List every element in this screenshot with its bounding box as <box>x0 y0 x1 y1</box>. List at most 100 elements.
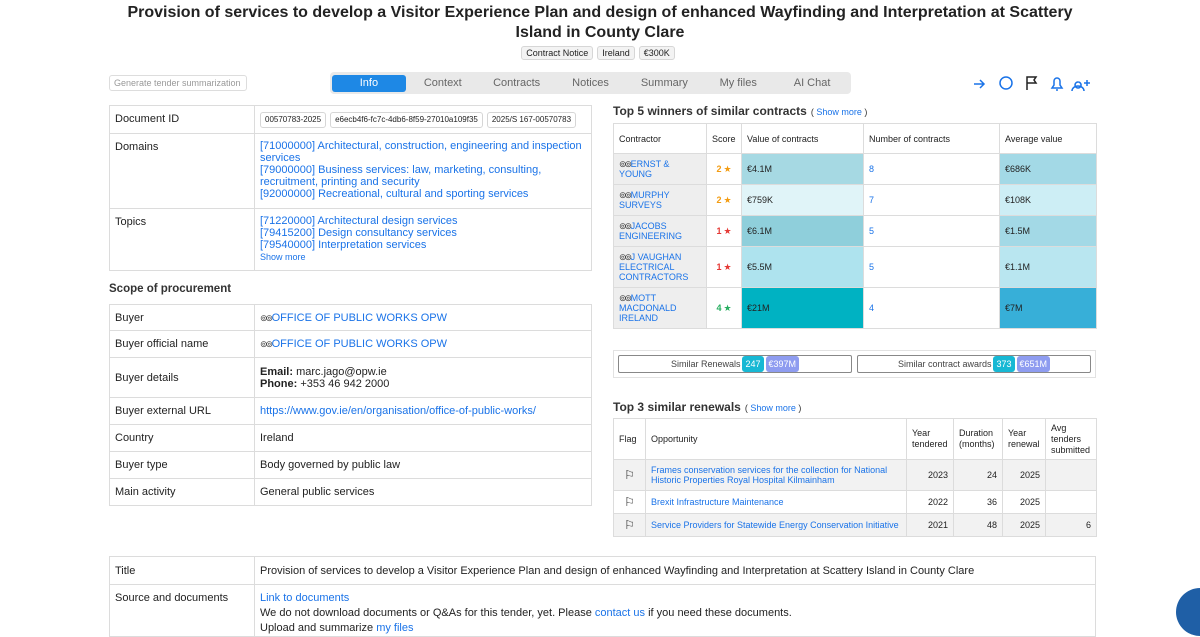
add-user-icon[interactable] <box>1071 80 1090 92</box>
renewals-heading: Top 3 similar renewals( Show more ) <box>613 400 1093 414</box>
email: marc.jago@opw.ie <box>296 365 387 378</box>
contractor-link[interactable]: ERNST & YOUNG <box>619 159 701 179</box>
column-header: Avg tenders submitted <box>1045 418 1097 460</box>
summarize-button[interactable]: Generate tender summarization <box>109 75 247 91</box>
row-label: Buyer details <box>109 357 255 398</box>
tab[interactable]: Summary <box>640 76 688 89</box>
tab[interactable]: My files <box>719 76 757 89</box>
url-link[interactable]: https://www.gov.ie/en/organisation/offic… <box>260 405 536 417</box>
renewal-number: 2025 <box>1002 513 1046 537</box>
row-label: Topics <box>109 208 255 271</box>
bottom-row: Title Provision of services to develop a … <box>109 556 1096 585</box>
row-label: Main activity <box>109 478 255 506</box>
documents-link[interactable]: Link to documents <box>260 592 350 604</box>
column-header: Duration (months) <box>953 418 1003 460</box>
column-header: Flag <box>613 418 646 460</box>
tag-chip: Contract Notice <box>521 46 594 60</box>
show-more-wrap: ( Show more ) <box>744 403 802 413</box>
doc-id-chip: 2025/S 167-00570783 <box>486 112 577 128</box>
bottom-wrap: Title Provision of services to develop a … <box>109 556 1096 637</box>
similar-value: €397M <box>765 356 800 372</box>
tab[interactable]: Contracts <box>493 76 541 89</box>
header-row: Contractor Score Value of contracts Number … <box>613 123 1097 154</box>
winners-table: Contractor Score Value of contracts Number … <box>613 123 1097 329</box>
notice-text: We do not download documents or Q&As for… <box>260 607 592 619</box>
row-label: Buyer official name <box>109 330 255 358</box>
share-icon[interactable] <box>974 79 986 89</box>
comment-icon[interactable] <box>999 76 1013 90</box>
flag-cell[interactable]: ⚐ <box>613 459 646 491</box>
column-header: Opportunity <box>645 418 907 460</box>
contractor-link[interactable]: MOTT MACDONALD IRELAND <box>619 293 701 323</box>
row-value: 00570783-2025 e6ecb4f6-fc7c-4db6-8f59-270… <box>254 105 592 134</box>
score-star: ★ <box>723 163 732 174</box>
code-link[interactable]: [71000000] Architectural, construction, … <box>260 140 582 164</box>
buyer-link[interactable]: OFFICE OF PUBLIC WORKS OPW <box>260 312 447 324</box>
score: 1 ★ <box>706 246 742 288</box>
tab[interactable]: Notices <box>572 76 609 89</box>
scope-row: Buyer external URL https://www.gov.ie/en/… <box>109 397 592 425</box>
buyer-link[interactable]: OFFICE OF PUBLIC WORKS OPW <box>260 338 447 350</box>
contractor-link[interactable]: MURPHY SURVEYS <box>619 190 701 210</box>
code-link[interactable]: [79540000] Interpretation services <box>260 239 427 251</box>
code-link[interactable]: [71220000] Architectural design services <box>260 215 458 227</box>
chat-bubble[interactable] <box>1176 588 1200 636</box>
flag-cell[interactable]: ⚐ <box>613 513 646 537</box>
score-value: 2 <box>716 163 722 174</box>
contact-link[interactable]: contact us <box>594 607 646 619</box>
score-star: ★ <box>723 302 732 313</box>
score: 2 ★ <box>706 153 742 185</box>
score-star: ★ <box>723 225 732 236</box>
section-heading: Scope of procurement <box>109 283 232 295</box>
flag-cell[interactable]: ⚐ <box>613 490 646 514</box>
row-label: Country <box>109 424 255 452</box>
contractor-link[interactable]: JACOBS ENGINEERING <box>619 221 701 241</box>
flag-icon[interactable] <box>1026 76 1038 90</box>
contractor: ERNST & YOUNG <box>613 153 707 185</box>
code-link[interactable]: [92000000] Recreational, cultural and sp… <box>260 188 529 200</box>
opportunity[interactable]: Brexit Infrastructure Maintenance <box>645 490 907 514</box>
code-link[interactable]: [79415200] Design consultancy services <box>260 227 457 239</box>
row-value: Ireland <box>254 424 592 452</box>
code-link[interactable]: [79000000] Business services: law, marke… <box>260 164 542 188</box>
show-more[interactable]: Show more <box>750 403 796 413</box>
contractor-link[interactable]: J VAUGHAN ELECTRICAL CONTRACTORS <box>619 252 701 282</box>
average-cell: €1.5M <box>999 215 1097 247</box>
details-row: Document ID 00570783-2025 e6ecb4f6-fc7c-4d… <box>109 105 592 134</box>
bell-icon[interactable] <box>1050 77 1064 91</box>
similar-value: €651M <box>1016 356 1051 372</box>
show-more[interactable]: Show more <box>816 107 862 117</box>
upload-text: Upload and summarize <box>260 622 374 634</box>
files-link[interactable]: my files <box>376 622 414 634</box>
action-icons <box>974 76 1090 92</box>
value-text: Body governed by public law <box>260 459 401 471</box>
opportunity[interactable]: Frames conservation services for the col… <box>645 459 907 491</box>
tab[interactable]: Info <box>332 74 406 92</box>
contractor: MURPHY SURVEYS <box>613 184 707 216</box>
average-cell: €686K <box>999 153 1097 185</box>
count-cell: 8 <box>863 153 1000 185</box>
scope-row: Country Ireland <box>109 424 592 452</box>
renewal-number: 36 <box>953 490 1003 514</box>
value-cell: €21M <box>741 287 864 329</box>
opportunity[interactable]: Service Providers for Statewide Energy C… <box>645 513 907 537</box>
column-header: Average value <box>999 123 1097 154</box>
similar-button[interactable]: Similar contract awards 373 €651M <box>857 355 1091 373</box>
show-more[interactable]: Show more <box>260 252 306 262</box>
tab[interactable]: AI Chat <box>793 76 831 89</box>
tab-bar: Info Context Contracts Notices Summary My fil… <box>330 72 851 94</box>
similar-button[interactable]: Similar Renewals 247 €397M <box>618 355 852 373</box>
row-value: Link to documents We do not download docu… <box>254 584 1096 637</box>
details-table: Document ID 00570783-2025 e6ecb4f6-fc7c-4d… <box>109 105 592 271</box>
renewal-row: ⚐ Brexit Infrastructure Maintenance 2022 36… <box>613 490 1097 514</box>
scope-row: Buyer details Email: marc.jago@opw.ie Phon… <box>109 357 592 398</box>
score-star: ★ <box>723 194 732 205</box>
tab[interactable]: Context <box>423 76 462 89</box>
contractor: J VAUGHAN ELECTRICAL CONTRACTORS <box>613 246 707 288</box>
row-label: Title <box>109 556 255 585</box>
